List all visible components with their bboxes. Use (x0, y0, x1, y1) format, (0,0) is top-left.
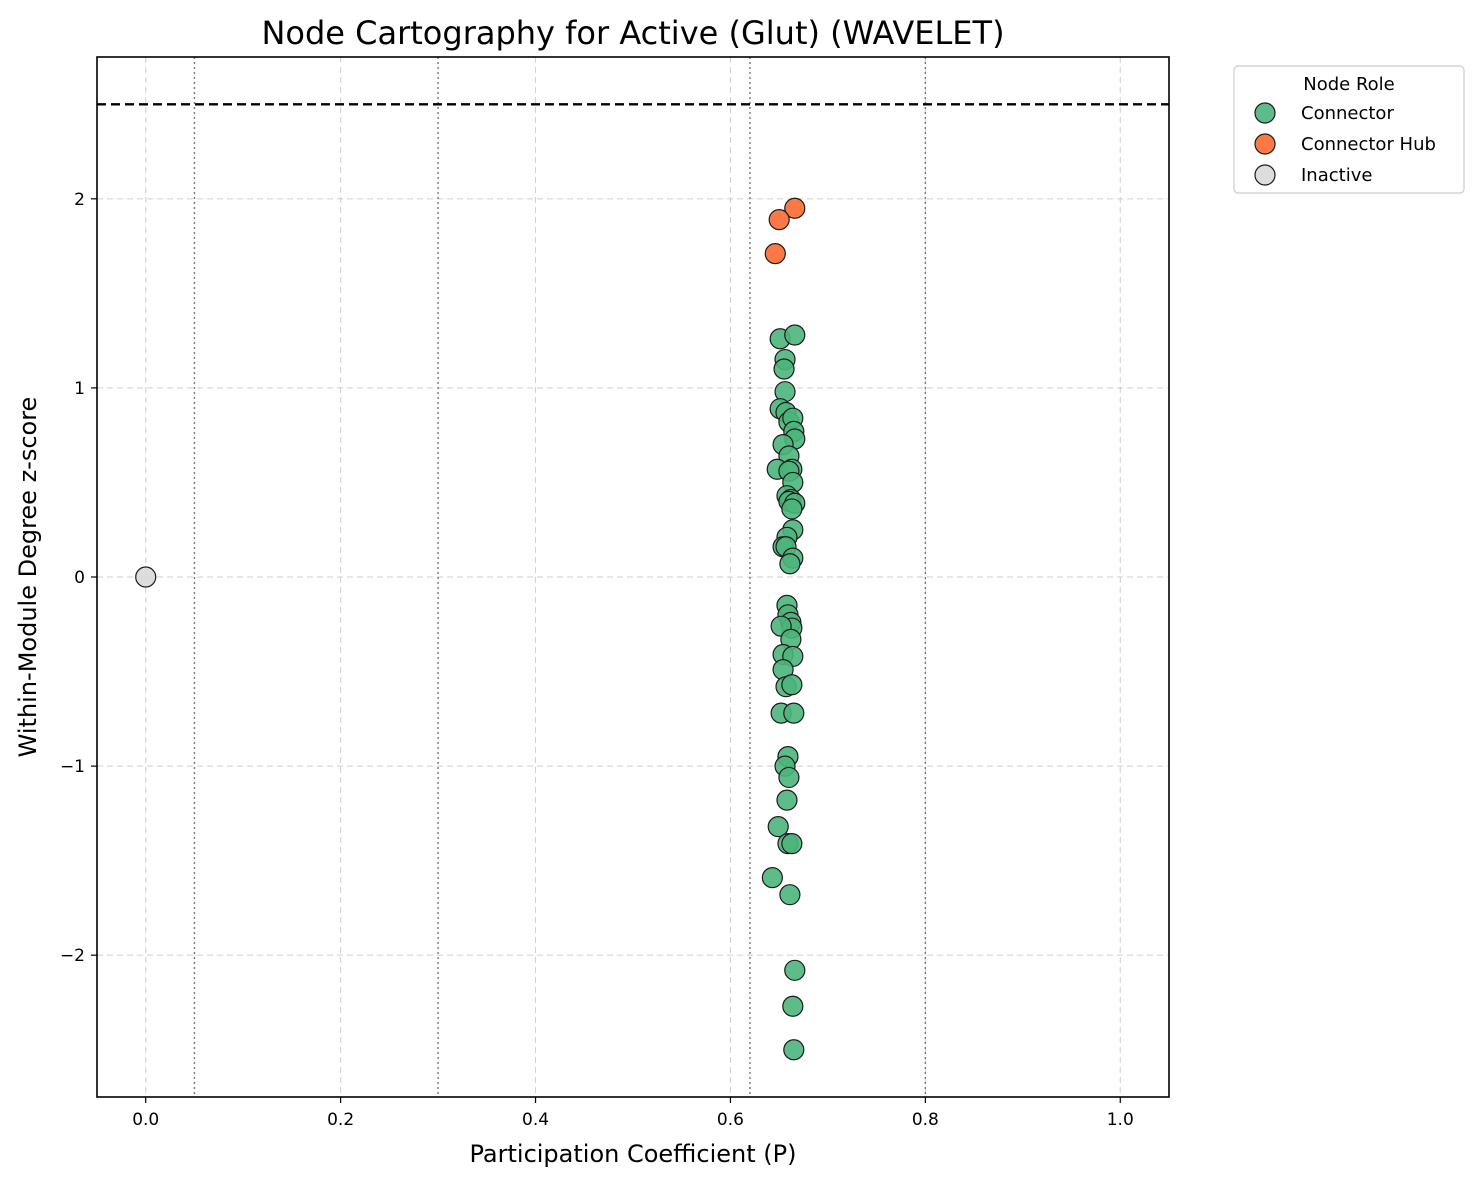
data-point (776, 789, 798, 811)
x-tick-label: 0.2 (327, 1110, 354, 1130)
y-tick-label: −1 (60, 757, 85, 777)
data-point (135, 566, 157, 588)
data-point (773, 358, 795, 380)
data-points (135, 197, 806, 1061)
legend-label: Inactive (1301, 165, 1372, 186)
x-axis-label: Participation Coefficient (P) (470, 1140, 797, 1168)
legend-entry: Connector (1254, 102, 1394, 124)
x-tick-label: 0.0 (132, 1110, 159, 1130)
data-point (779, 884, 801, 906)
y-tick-label: 0 (74, 568, 85, 588)
x-tick-label: 0.6 (717, 1110, 744, 1130)
series-inactive (135, 566, 157, 588)
x-tick-label: 0.4 (522, 1110, 549, 1130)
legend-marker (1254, 102, 1276, 124)
data-point (782, 995, 804, 1017)
grid-lines (97, 57, 1169, 1097)
data-point (781, 833, 803, 855)
axis-ticks: 0.0 0.2 0.4 0.6 0.8 1.0 −2 −1 0 1 2 (60, 190, 1134, 1130)
data-point (783, 1039, 805, 1061)
legend-box (1233, 65, 1465, 194)
data-point (781, 674, 803, 696)
legend-entry: Inactive (1254, 164, 1372, 186)
data-point (779, 553, 801, 575)
chart-title: Node Cartography for Active (Glut) (WAVE… (261, 14, 1004, 52)
data-point (764, 243, 786, 265)
legend-entry: Connector Hub (1254, 133, 1436, 155)
series-connector (761, 324, 806, 1061)
x-tick-label: 0.8 (912, 1110, 939, 1130)
y-tick-label: 1 (74, 379, 85, 399)
x-tick-label: 1.0 (1107, 1110, 1134, 1130)
legend: Node Role Connector Connector Hub Inactive (1233, 65, 1465, 194)
data-point (778, 766, 800, 789)
data-point (761, 867, 783, 889)
data-point (784, 324, 806, 346)
y-tick-label: −2 (60, 946, 85, 966)
legend-marker (1254, 164, 1276, 186)
series-connector-hub (764, 197, 806, 265)
data-point (781, 498, 803, 520)
data-point (767, 815, 789, 838)
data-point (784, 959, 806, 981)
legend-label: Connector (1301, 103, 1394, 124)
legend-title: Node Role (1303, 74, 1395, 95)
legend-marker (1254, 133, 1276, 155)
legend-label: Connector Hub (1301, 134, 1436, 155)
y-axis-label: Within-Module Degree z-score (14, 397, 42, 758)
data-point (784, 197, 806, 219)
y-tick-label: 2 (74, 190, 85, 210)
data-point (783, 702, 805, 724)
reference-lines (97, 57, 1169, 1097)
data-point (768, 209, 790, 231)
